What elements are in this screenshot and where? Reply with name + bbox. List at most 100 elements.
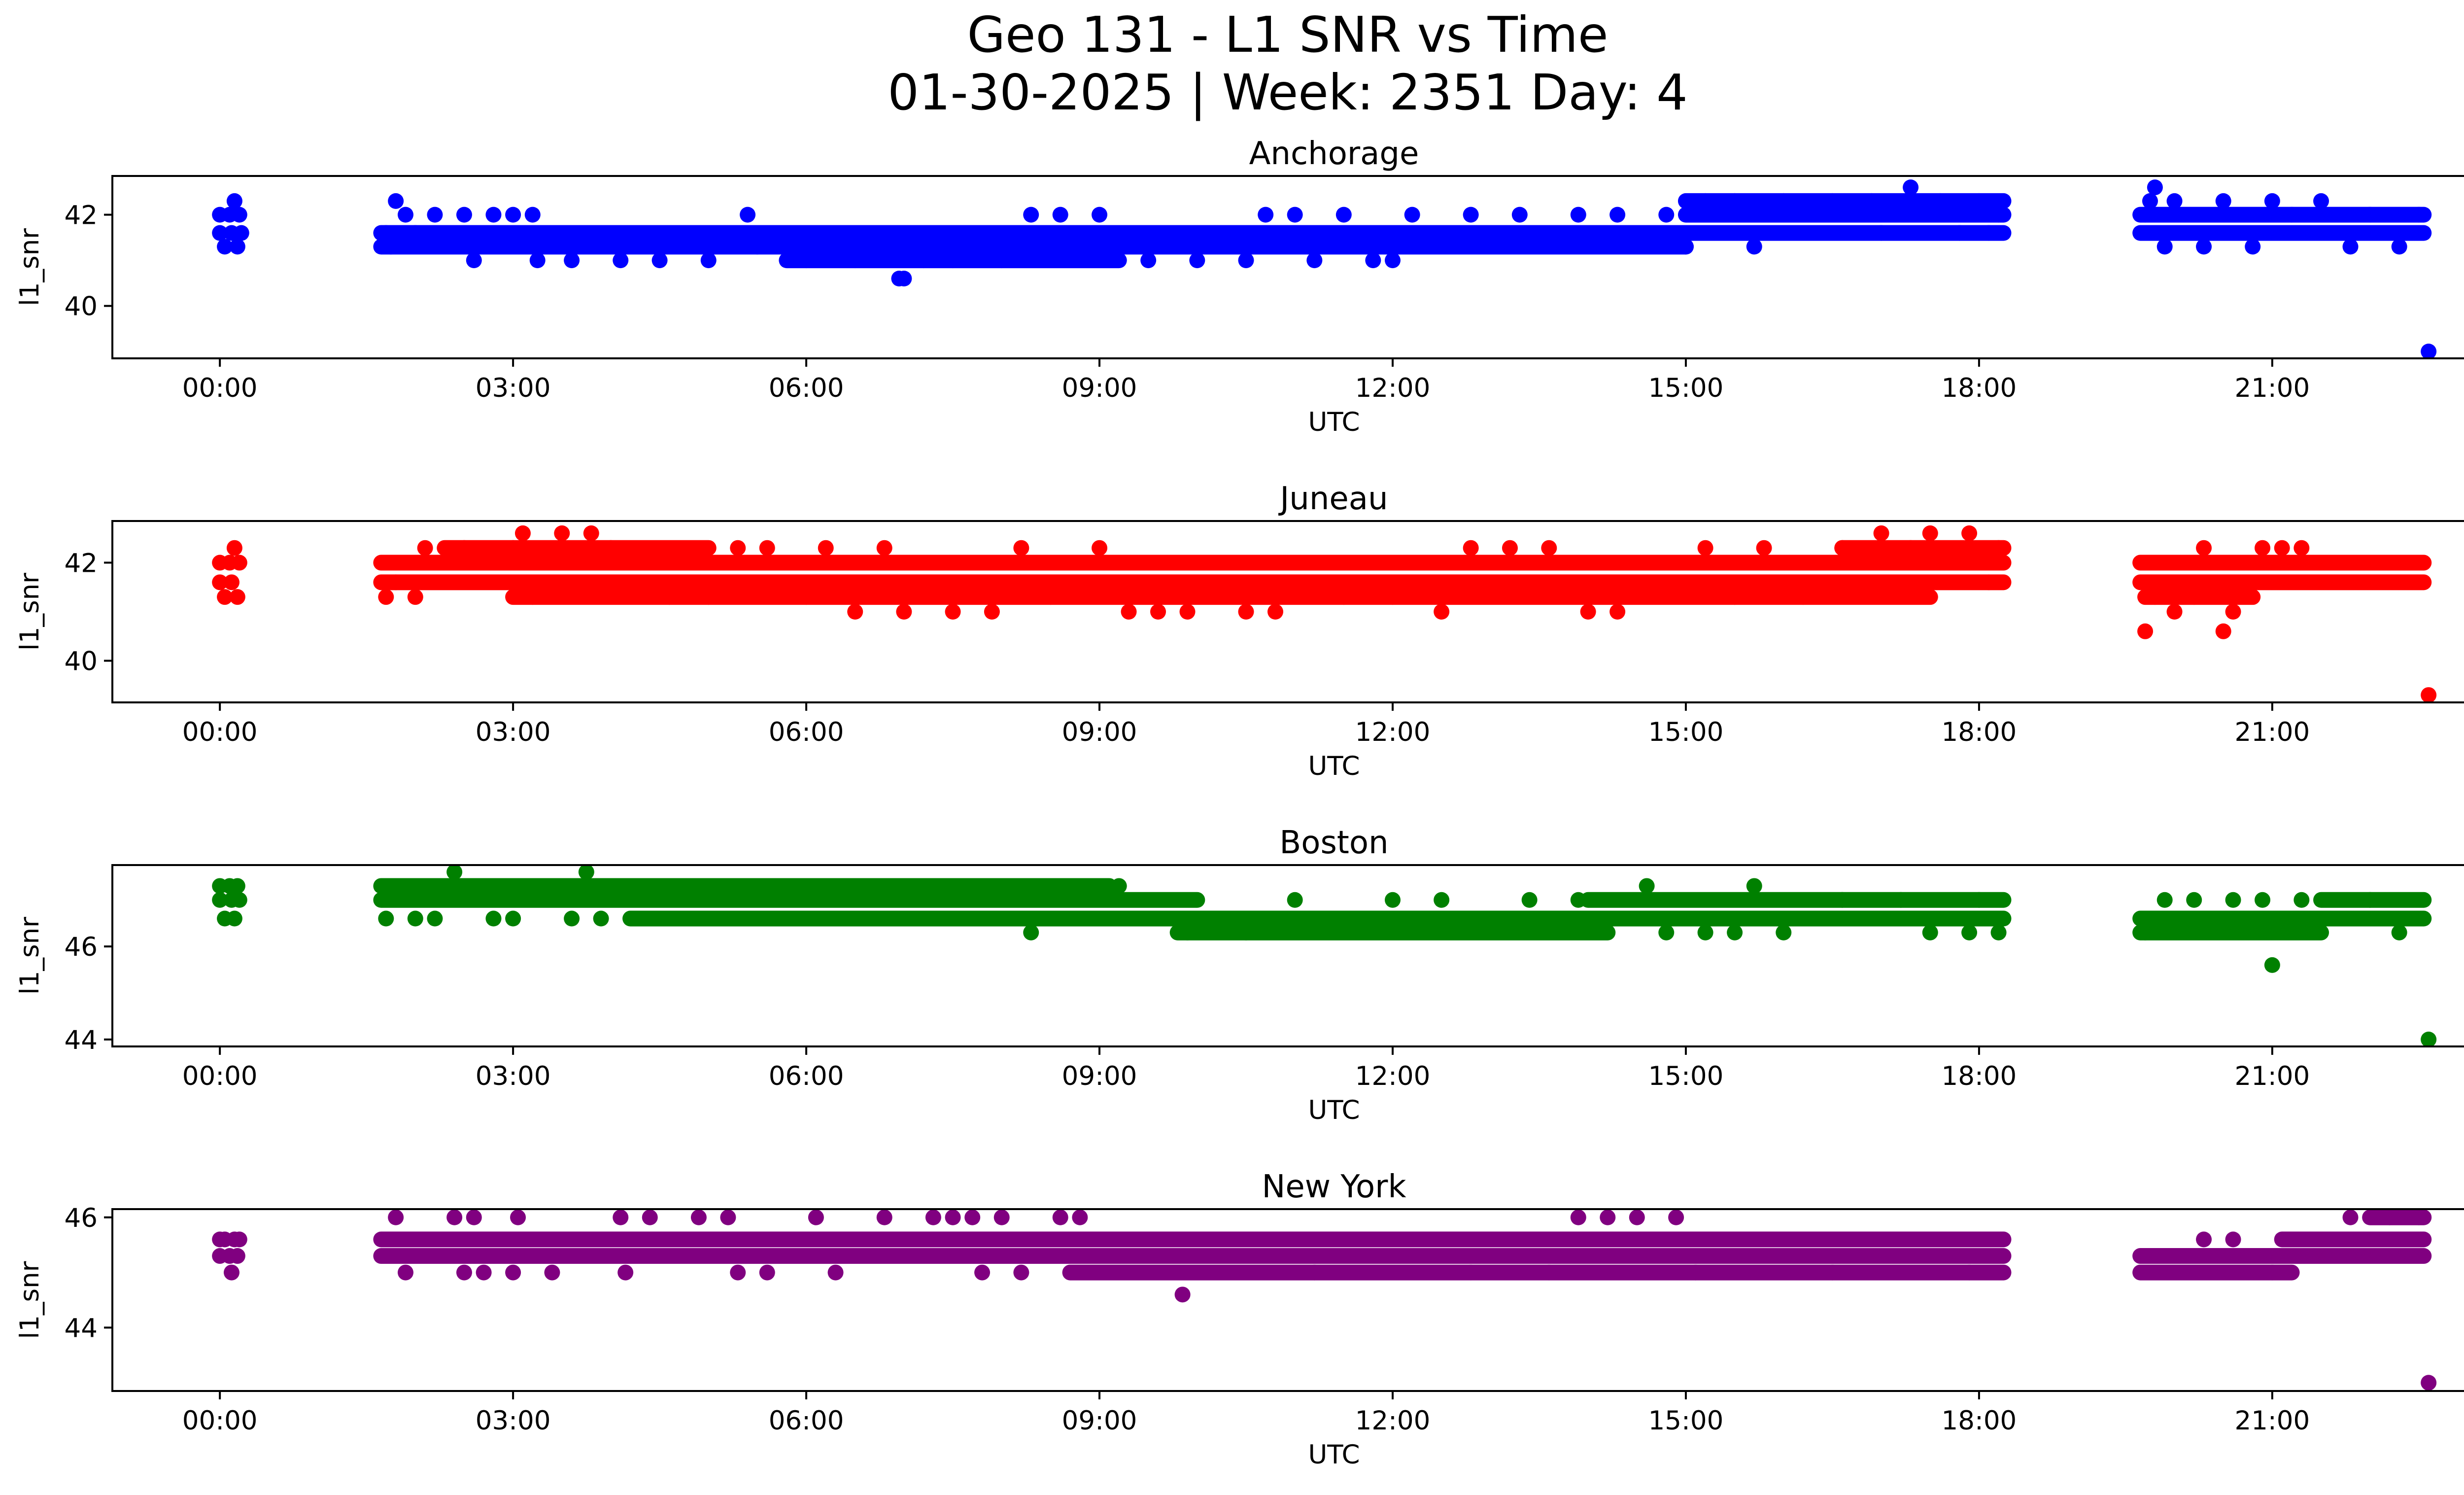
sample-band [2132, 1264, 2300, 1281]
data-point [217, 589, 233, 605]
data-point [2411, 1209, 2427, 1225]
sample-band [1677, 207, 2012, 223]
data-point [1932, 193, 1948, 209]
data-point [231, 1231, 247, 1248]
x-tick-label: 09:00 [1062, 1406, 1137, 1436]
sample-band [373, 1248, 2012, 1264]
sample-band [505, 589, 1938, 605]
data-point [2264, 1264, 2280, 1281]
x-tick-label: 12:00 [1355, 1406, 1431, 1436]
data-point [1990, 207, 2007, 223]
data-point [798, 252, 815, 269]
data-point [514, 525, 531, 541]
data-point [1365, 252, 1381, 269]
data-point [1727, 589, 1743, 605]
data-point [1922, 924, 1938, 940]
data-point [1434, 604, 1450, 620]
data-point [1629, 1209, 1645, 1225]
data-point [1238, 252, 1254, 269]
x-tick-label: 18:00 [1942, 373, 2017, 403]
data-point [1384, 252, 1401, 269]
axes-frame [111, 520, 2464, 703]
data-point [1893, 892, 1909, 908]
x-tick-label: 03:00 [476, 373, 551, 403]
data-point [456, 207, 472, 223]
data-point [1238, 604, 1254, 620]
data-point [229, 589, 245, 605]
data-point [2313, 193, 2329, 209]
data-point [1990, 1231, 2007, 1248]
sample-band [2132, 555, 2432, 571]
data-point [2421, 1031, 2437, 1046]
data-point [505, 1264, 521, 1281]
data-point [1238, 1231, 1254, 1248]
x-tick-label: 03:00 [476, 1061, 551, 1091]
data-point [466, 252, 482, 269]
data-point [2147, 179, 2163, 196]
subplot-anchorage: Anchorage 00:00 03:00 06:00 09:00 12:00 15:00 1… [15, 136, 2464, 437]
data-points [212, 179, 2437, 358]
data-point [1746, 239, 1762, 255]
data-point [583, 525, 599, 541]
data-point [1384, 589, 1401, 605]
data-point [2166, 193, 2183, 209]
data-point [212, 574, 228, 591]
data-point [1746, 878, 1762, 894]
data-point [759, 1264, 775, 1281]
data-point [1521, 892, 1538, 908]
data-point [397, 207, 413, 223]
data-point [223, 574, 240, 591]
data-point [212, 225, 228, 241]
x-tick-label: 18:00 [1942, 717, 2017, 747]
data-point [1463, 207, 1479, 223]
data-point [1570, 892, 1586, 908]
data-point [505, 207, 521, 223]
data-point [456, 540, 472, 556]
data-point [1873, 525, 1889, 541]
y-tick-label: 42 [65, 201, 98, 231]
data-point [945, 1209, 961, 1225]
data-point [2255, 892, 2271, 908]
data-point [818, 540, 834, 556]
data-point [2166, 604, 2183, 620]
data-point [1267, 604, 1284, 620]
data-point [388, 1209, 404, 1225]
data-point [974, 1264, 991, 1281]
data-point [378, 225, 394, 241]
subplots: Anchorage 00:00 03:00 06:00 09:00 12:00 15:00 1… [15, 136, 2464, 1470]
sample-band [2132, 924, 2329, 940]
data-point [1707, 1231, 1723, 1248]
data-point [1306, 252, 1323, 269]
data-point [407, 910, 423, 927]
sample-band [373, 1231, 2012, 1248]
data-point [407, 225, 423, 241]
data-point [1258, 207, 1274, 223]
data-point [690, 1209, 707, 1225]
data-point [1903, 540, 1919, 556]
data-point [1990, 924, 2007, 940]
data-point [730, 540, 746, 556]
data-point [2362, 207, 2378, 223]
data-point [505, 540, 521, 556]
data-point [1013, 540, 1029, 556]
figure-title-line-1: Geo 131 - L1 SNR vs Time [967, 6, 1608, 64]
data-point [827, 1264, 844, 1281]
data-point [1687, 1264, 1704, 1281]
data-point [1042, 589, 1059, 605]
figure-title-line-2: 01-30-2025 | Week: 2351 Day: 4 [888, 64, 1687, 121]
data-points [212, 865, 2437, 1046]
data-point [1013, 878, 1029, 894]
data-point [916, 252, 932, 269]
data-point [226, 193, 242, 209]
sample-band [622, 910, 2012, 927]
data-point [993, 252, 1010, 269]
data-point [1609, 604, 1626, 620]
data-point [1971, 892, 1987, 908]
data-point [2264, 957, 2280, 973]
data-point [945, 252, 961, 269]
data-point [466, 1209, 482, 1225]
data-point [876, 1209, 892, 1225]
data-point [212, 892, 228, 908]
data-point [417, 540, 433, 556]
